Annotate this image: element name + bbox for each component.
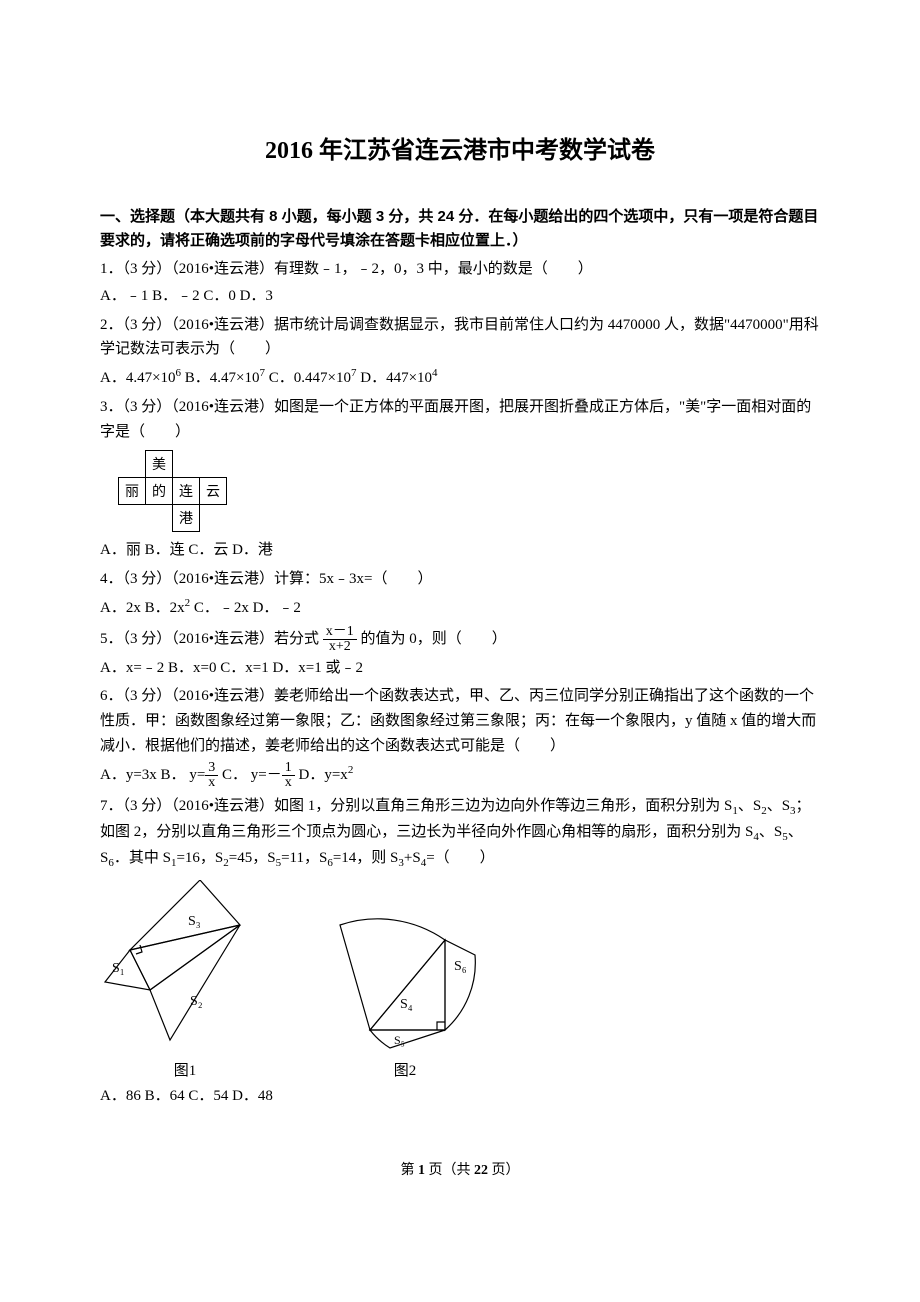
opt-d-sup: 4 [432, 367, 438, 379]
opt-b-sup: 7 [260, 367, 266, 379]
opt-b-pre: B．4.47×10 [185, 370, 260, 386]
figure-1-caption: 图1 [100, 1059, 270, 1080]
opt-b-lhs: y= [189, 767, 205, 783]
figure-2-svg: S₄ S₅ S₆ [330, 900, 480, 1050]
opt-d-pre: D．447×10 [360, 370, 432, 386]
q7-figures: S₁ S₂ S₃ 图1 S₄ S₅ [100, 880, 820, 1080]
figure-2-caption: 图2 [330, 1059, 480, 1080]
question-4: 4．（3 分）（2016•连云港）计算：5x﹣3x=（ ） [100, 567, 820, 592]
question-3-options: A．丽 B．连 C．云 D．港 [100, 538, 820, 563]
question-7-options: A．86 B．64 C．54 D．48 [100, 1084, 820, 1109]
label-s3: S₃ [188, 914, 201, 929]
question-3: 3．（3 分）（2016•连云港）如图是一个正方体的平面展开图，把展开图折叠成正… [100, 395, 820, 445]
cube-cell: 云 [200, 478, 227, 505]
opt-a-sup: 6 [176, 367, 182, 379]
opt-ab: A．2x B．2x [100, 600, 185, 616]
opt-c: C． [222, 767, 247, 783]
question-7: 7．（3 分）（2016•连云港）如图 1，分别以直角三角形三边为边向外作等边三… [100, 794, 820, 872]
question-1: 1．（3 分）（2016•连云港）有理数﹣1，﹣2，0，3 中，最小的数是（ ） [100, 257, 820, 282]
fraction-denominator: x+2 [323, 640, 357, 654]
figure-1-block: S₁ S₂ S₃ 图1 [100, 880, 270, 1080]
opt-d: D．y=x [299, 767, 348, 783]
question-2: 2．（3 分）（2016•连云港）据市统计局调查数据显示，我市目前常住人口约为 … [100, 313, 820, 363]
opt-c-lhs: y=－ [251, 767, 282, 783]
opt-c-sup: 7 [351, 367, 357, 379]
question-5-options: A．x=﹣2 B．x=0 C．x=1 D．x=1 或﹣2 [100, 656, 820, 681]
question-6: 6．（3 分）（2016•连云港）姜老师给出一个函数表达式，甲、乙、丙三位同学分… [100, 684, 820, 758]
question-2-options: A．4.47×106 B．4.47×107 C．0.447×107 D．447×… [100, 364, 820, 391]
question-6-options: A．y=3x B． y=3x C． y=－1x D．y=x2 [100, 761, 820, 790]
page-footer: 第 1 页（共 22 页） [100, 1159, 820, 1179]
opt-a: A．y=3x B． [100, 767, 186, 783]
fraction-icon: x－1 x+2 [323, 625, 357, 654]
question-5: 5．（3 分）（2016•连云港）若分式 x－1 x+2 的值为 0，则（ ） [100, 625, 820, 654]
cube-cell: 港 [173, 505, 200, 532]
figure-1-svg: S₁ S₂ S₃ [100, 880, 270, 1050]
question-4-options: A．2x B．2x2 C．﹣2x D．﹣2 [100, 594, 820, 621]
opt-a-pre: A．4.47×10 [100, 370, 176, 386]
cube-cell: 连 [173, 478, 200, 505]
fraction-icon: 3x [205, 761, 218, 790]
q5-post: 的值为 0，则（ ） [361, 630, 507, 646]
page-title: 2016 年江苏省连云港市中考数学试卷 [100, 130, 820, 165]
label-s1: S₁ [112, 961, 125, 976]
cube-net-figure: 美 丽 的 连 云 港 [118, 450, 820, 532]
cube-cell: 美 [146, 451, 173, 478]
opt-c-pre: C．0.447×10 [269, 370, 351, 386]
label-s5: S₅ [394, 1033, 405, 1047]
exam-page: 2016 年江苏省连云港市中考数学试卷 一、选择题（本大题共有 8 小题，每小题… [0, 0, 920, 1239]
cube-cell: 丽 [119, 478, 146, 505]
q5-pre: 5．（3 分）（2016•连云港）若分式 [100, 630, 319, 646]
label-s2: S₂ [190, 994, 203, 1009]
fraction-icon: 1x [282, 761, 295, 790]
fraction-numerator: x－1 [323, 625, 357, 640]
label-s6: S₆ [454, 959, 467, 974]
opt-b-sup: 2 [185, 597, 191, 609]
opt-d-sup: 2 [348, 764, 354, 776]
cube-cell: 的 [146, 478, 173, 505]
question-1-options: A．﹣1 B．﹣2 C．0 D．3 [100, 284, 820, 309]
figure-2-block: S₄ S₅ S₆ 图2 [330, 900, 480, 1080]
label-s4: S₄ [400, 997, 413, 1012]
section-1-header: 一、选择题（本大题共有 8 小题，每小题 3 分，共 24 分．在每小题给出的四… [100, 205, 820, 253]
opt-rest: C．﹣2x D．﹣2 [194, 600, 301, 616]
